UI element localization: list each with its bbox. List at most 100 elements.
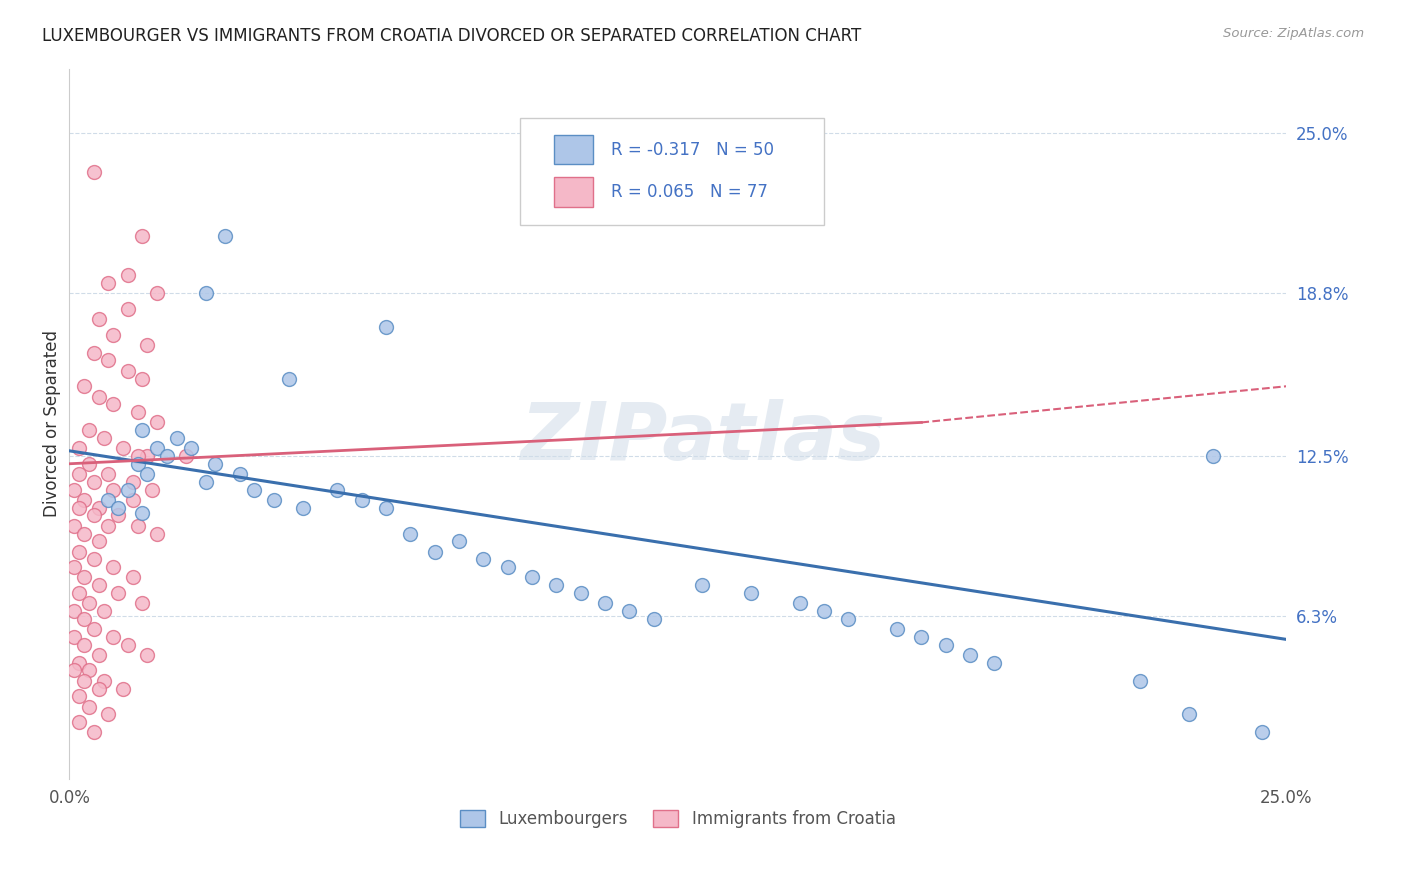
Point: [103, 397, 125, 411]
Point: [83, 508, 105, 523]
Point: [67, 586, 90, 600]
Point: [837, 612, 859, 626]
Point: [63, 483, 86, 497]
Point: [117, 638, 139, 652]
Point: [83, 622, 105, 636]
Point: [83, 165, 105, 179]
Point: [97, 353, 120, 368]
Point: [136, 648, 159, 662]
Point: [87, 648, 110, 662]
Point: [97, 518, 120, 533]
Point: [472, 552, 495, 566]
Point: [103, 560, 125, 574]
Point: [146, 526, 169, 541]
Point: [63, 630, 86, 644]
Point: [204, 457, 226, 471]
Point: [117, 301, 139, 316]
Point: [87, 390, 110, 404]
Point: [546, 578, 568, 592]
Point: [67, 656, 90, 670]
Point: [423, 544, 446, 558]
Point: [983, 656, 1005, 670]
Point: [107, 500, 129, 515]
Point: [180, 442, 202, 456]
Point: [121, 492, 143, 507]
Point: [67, 500, 90, 515]
Point: [67, 467, 90, 481]
Point: [87, 500, 110, 515]
Point: [131, 506, 153, 520]
Point: [910, 630, 932, 644]
Point: [117, 10, 139, 24]
Point: [692, 578, 714, 592]
Point: [87, 312, 110, 326]
Point: [1178, 707, 1201, 722]
Point: [77, 664, 100, 678]
Point: [121, 475, 143, 489]
Point: [73, 526, 96, 541]
Point: [83, 552, 105, 566]
Point: [569, 586, 592, 600]
Point: [740, 586, 762, 600]
Point: [127, 405, 149, 419]
Point: [83, 475, 105, 489]
Point: [146, 416, 169, 430]
Point: [117, 268, 139, 282]
Text: R = -0.317   N = 50: R = -0.317 N = 50: [612, 141, 775, 159]
Point: [63, 560, 86, 574]
Point: [93, 604, 115, 618]
Point: [263, 492, 285, 507]
Point: [63, 518, 86, 533]
Point: [496, 560, 519, 574]
Point: [374, 319, 396, 334]
Point: [107, 586, 129, 600]
Text: LUXEMBOURGER VS IMMIGRANTS FROM CROATIA DIVORCED OR SEPARATED CORRELATION CHART: LUXEMBOURGER VS IMMIGRANTS FROM CROATIA …: [42, 27, 862, 45]
Point: [73, 638, 96, 652]
Point: [292, 500, 315, 515]
Point: [77, 423, 100, 437]
Point: [73, 379, 96, 393]
Point: [127, 449, 149, 463]
Point: [73, 673, 96, 688]
Point: [194, 475, 217, 489]
Point: [935, 638, 957, 652]
Point: [374, 500, 396, 515]
Point: [166, 431, 188, 445]
Point: [959, 648, 981, 662]
Point: [77, 699, 100, 714]
Point: [67, 442, 90, 456]
Point: [63, 604, 86, 618]
Point: [97, 492, 120, 507]
Point: [136, 338, 159, 352]
Point: [131, 371, 153, 385]
Point: [63, 664, 86, 678]
FancyBboxPatch shape: [520, 119, 824, 225]
Point: [107, 508, 129, 523]
Point: [117, 364, 139, 378]
Text: ZIPatlas: ZIPatlas: [520, 399, 884, 477]
Point: [520, 570, 543, 584]
Point: [447, 534, 470, 549]
Point: [121, 570, 143, 584]
Point: [83, 725, 105, 739]
Point: [93, 673, 115, 688]
Point: [399, 526, 422, 541]
Point: [214, 229, 236, 244]
Point: [136, 449, 159, 463]
Point: [103, 630, 125, 644]
Point: [127, 518, 149, 533]
Point: [73, 612, 96, 626]
Point: [111, 681, 134, 696]
FancyBboxPatch shape: [554, 135, 593, 164]
Y-axis label: Divorced or Separated: Divorced or Separated: [44, 330, 60, 517]
Point: [83, 345, 105, 359]
Text: R = 0.065   N = 77: R = 0.065 N = 77: [612, 183, 768, 201]
Point: [813, 604, 835, 618]
Point: [174, 449, 197, 463]
Point: [350, 492, 373, 507]
Point: [141, 483, 163, 497]
Point: [117, 483, 139, 497]
Point: [243, 483, 266, 497]
Point: [194, 286, 217, 301]
Point: [93, 431, 115, 445]
